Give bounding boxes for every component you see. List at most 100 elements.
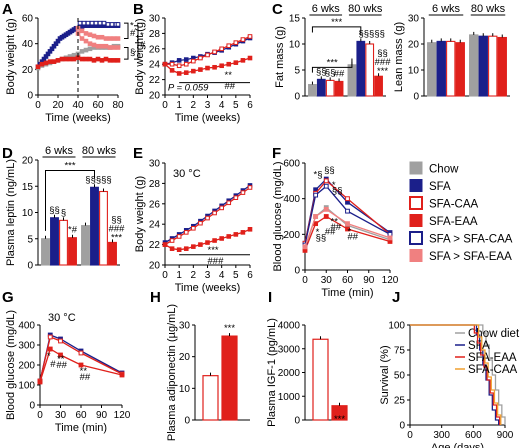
data-point-E <box>240 190 246 195</box>
data-point-B <box>176 63 182 69</box>
annotation-F: * <box>316 227 320 238</box>
x-axis-label-B: Time (weeks) <box>175 112 241 124</box>
data-point-B <box>198 55 203 61</box>
y-tick-label-J: 100 <box>388 321 405 332</box>
y-tick-label-E: 28 <box>149 179 161 190</box>
data-point-E <box>212 210 217 216</box>
x-tick-label-F: 60 <box>342 275 354 286</box>
data-point-A <box>115 58 121 63</box>
annotation-C: *** <box>331 17 342 28</box>
data-point-E <box>169 238 175 243</box>
data-point-A <box>35 64 41 70</box>
x-tick-label-E: 1 <box>176 270 182 281</box>
y-tick-label-D: 20 <box>22 156 34 167</box>
data-point-A <box>99 34 105 40</box>
annotation-D: *** <box>64 161 75 172</box>
data-point-E <box>183 246 189 251</box>
data-point-E <box>226 200 232 206</box>
data-point-B <box>233 60 239 65</box>
data-point-A <box>105 22 111 27</box>
y-tick-label-C-fat: 5 <box>294 66 300 77</box>
annotation-A: # <box>140 40 146 51</box>
data-point-B <box>219 46 224 52</box>
sig-bracket-C <box>311 58 353 73</box>
survival-curve-J <box>410 324 502 425</box>
data-point-A <box>87 32 93 37</box>
data-point-E <box>247 185 253 190</box>
x-tick-label-G: 0 <box>37 410 43 421</box>
data-point-A <box>81 20 87 26</box>
y-axis-label-C-fat: Fat mass (g) <box>274 26 286 88</box>
annotation-C: *** <box>377 66 388 77</box>
data-point-E <box>205 240 210 245</box>
bar-C-lean <box>436 40 446 97</box>
y-tick-label-C-lean: 0 <box>413 92 419 103</box>
data-point-A <box>77 20 83 26</box>
data-point-A <box>39 61 45 67</box>
data-point-A <box>43 60 49 66</box>
group-label-D: 6 wks <box>45 145 74 157</box>
data-point-B <box>176 71 182 76</box>
data-point-A <box>59 56 65 62</box>
data-point-F <box>345 196 350 202</box>
y-tick-label-F: 200 <box>283 230 300 241</box>
data-point-A <box>51 59 57 64</box>
data-point-B <box>183 70 189 75</box>
data-point-A <box>103 56 109 62</box>
legend-label: SFA <box>429 181 451 193</box>
data-point-G <box>58 352 63 358</box>
data-point-A <box>79 49 85 54</box>
data-point-A <box>91 58 97 63</box>
panel-label-B: B <box>133 1 144 18</box>
y-tick-label-H: 10 <box>179 384 191 395</box>
y-tick-label-J: 25 <box>394 396 406 407</box>
x-tick-label-A: 0 <box>35 100 41 111</box>
annotation-G: * <box>47 351 51 362</box>
data-point-F <box>345 226 350 232</box>
data-point-A <box>87 46 93 52</box>
data-point-B <box>247 34 253 39</box>
legend-label: SFA-CAA <box>429 199 479 211</box>
x-tick-label-E: 3 <box>205 270 211 281</box>
x-tick-label-B: 6 <box>247 100 253 111</box>
data-point-E <box>198 242 203 247</box>
data-point-E <box>191 244 196 249</box>
y-tick-label-C-lean: 30 <box>408 14 420 25</box>
data-point-E <box>219 236 224 241</box>
data-point-A <box>79 36 85 41</box>
annotation-C: *** <box>327 57 338 68</box>
x-tick-label-J: 0 <box>407 430 413 441</box>
data-point-G <box>78 362 84 368</box>
x-axis-label-G: Time (min) <box>55 422 107 434</box>
y-axis-label-E: Body weight (g) <box>134 176 146 252</box>
bar-D <box>99 190 108 266</box>
data-point-A <box>115 22 121 27</box>
data-point-A <box>83 56 89 62</box>
data-point-E <box>205 215 210 221</box>
survival-curve-J <box>410 324 501 425</box>
data-point-A <box>107 36 113 41</box>
annotation-C: §§ <box>325 67 336 78</box>
bracket-A2 <box>134 25 139 60</box>
data-point-A <box>91 33 97 39</box>
bar-C-lean <box>455 42 465 97</box>
annotation-A: § <box>130 47 135 58</box>
x-tick-label-B: 4 <box>219 100 225 111</box>
x-tick-label-J: 600 <box>465 430 482 441</box>
x-axis-label-J: Age (days) <box>431 442 484 448</box>
annotation-B: P = 0.059 <box>168 82 209 93</box>
y-tick-label-B: 20 <box>149 91 161 102</box>
y-axis-label-H: Plasma adiponectin (µg/mL) <box>166 304 178 441</box>
bar-C-fat <box>356 40 366 97</box>
y-tick-label-J: 0 <box>399 421 405 432</box>
data-point-F <box>313 192 319 198</box>
bar-I <box>312 338 329 421</box>
bar-C-lean <box>427 42 437 97</box>
data-point-A <box>71 52 77 58</box>
legend-swatch <box>409 214 423 227</box>
y-tick-label-H: 30 <box>179 321 191 332</box>
legend-label: SFA > SFA-EAA <box>429 251 512 263</box>
y-tick-label-C-lean: 20 <box>408 40 420 51</box>
data-point-E <box>219 205 224 211</box>
